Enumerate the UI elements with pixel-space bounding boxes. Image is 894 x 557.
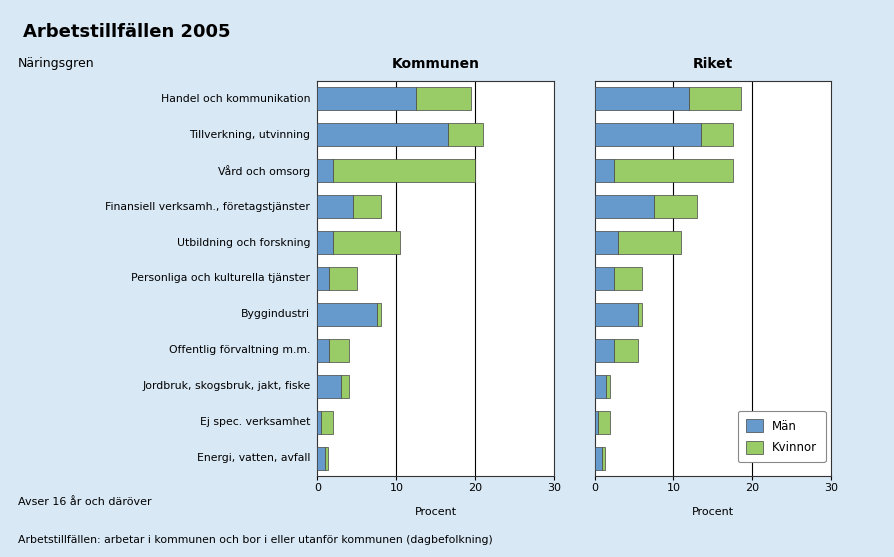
- Bar: [329, 339, 349, 362]
- Bar: [689, 87, 740, 110]
- Text: Personliga och kulturella tjänster: Personliga och kulturella tjänster: [131, 273, 310, 284]
- Bar: [595, 339, 614, 362]
- Bar: [595, 87, 689, 110]
- Bar: [317, 303, 376, 326]
- Bar: [317, 267, 329, 290]
- Bar: [614, 267, 642, 290]
- Bar: [333, 231, 401, 254]
- Text: Handel och kommunikation: Handel och kommunikation: [161, 94, 310, 104]
- Text: Arbetstillfällen: arbetar i kommunen och bor i eller utanför kommunen (dagbefolk: Arbetstillfällen: arbetar i kommunen och…: [18, 535, 493, 545]
- Bar: [595, 411, 598, 434]
- Bar: [317, 231, 333, 254]
- Text: Finansiell verksamh., företagstjänster: Finansiell verksamh., företagstjänster: [105, 202, 310, 212]
- Text: Arbetstillfällen 2005: Arbetstillfällen 2005: [23, 23, 231, 41]
- Legend: Män, Kvinnor: Män, Kvinnor: [738, 411, 825, 462]
- Text: Offentlig förvaltning m.m.: Offentlig förvaltning m.m.: [169, 345, 310, 355]
- Bar: [333, 159, 476, 182]
- Bar: [317, 339, 329, 362]
- Bar: [606, 375, 611, 398]
- Bar: [701, 123, 733, 146]
- Text: Procent: Procent: [692, 507, 734, 517]
- Bar: [329, 267, 357, 290]
- Bar: [595, 375, 606, 398]
- Bar: [614, 339, 638, 362]
- Text: Kommunen: Kommunen: [392, 57, 480, 71]
- Text: Riket: Riket: [693, 57, 733, 71]
- Text: Energi, vatten, avfall: Energi, vatten, avfall: [197, 453, 310, 463]
- Text: Vård och omsorg: Vård och omsorg: [218, 165, 310, 177]
- Bar: [638, 303, 642, 326]
- Bar: [321, 411, 333, 434]
- Text: Tillverkning, utvinning: Tillverkning, utvinning: [190, 130, 310, 140]
- Bar: [619, 231, 681, 254]
- Bar: [353, 195, 381, 218]
- Bar: [317, 375, 341, 398]
- Bar: [595, 447, 603, 470]
- Bar: [598, 411, 611, 434]
- Text: Procent: Procent: [415, 507, 457, 517]
- Text: Avser 16 år och däröver: Avser 16 år och däröver: [18, 497, 151, 507]
- Bar: [317, 447, 325, 470]
- Text: Näringsgren: Näringsgren: [18, 57, 95, 70]
- Bar: [376, 303, 381, 326]
- Bar: [595, 303, 638, 326]
- Bar: [341, 375, 349, 398]
- Text: Byggindustri: Byggindustri: [241, 310, 310, 320]
- Text: Utbildning och forskning: Utbildning och forskning: [177, 237, 310, 247]
- Bar: [448, 123, 483, 146]
- Bar: [603, 447, 604, 470]
- Bar: [416, 87, 471, 110]
- Bar: [317, 123, 448, 146]
- Bar: [595, 123, 701, 146]
- Bar: [654, 195, 697, 218]
- Bar: [614, 159, 733, 182]
- Bar: [317, 195, 353, 218]
- Bar: [325, 447, 327, 470]
- Text: Ej spec. verksamhet: Ej spec. verksamhet: [200, 417, 310, 427]
- Bar: [595, 159, 614, 182]
- Bar: [317, 87, 416, 110]
- Bar: [595, 195, 654, 218]
- Bar: [595, 231, 619, 254]
- Bar: [317, 411, 321, 434]
- Bar: [317, 159, 333, 182]
- Text: Jordbruk, skogsbruk, jakt, fiske: Jordbruk, skogsbruk, jakt, fiske: [142, 382, 310, 392]
- Bar: [595, 267, 614, 290]
